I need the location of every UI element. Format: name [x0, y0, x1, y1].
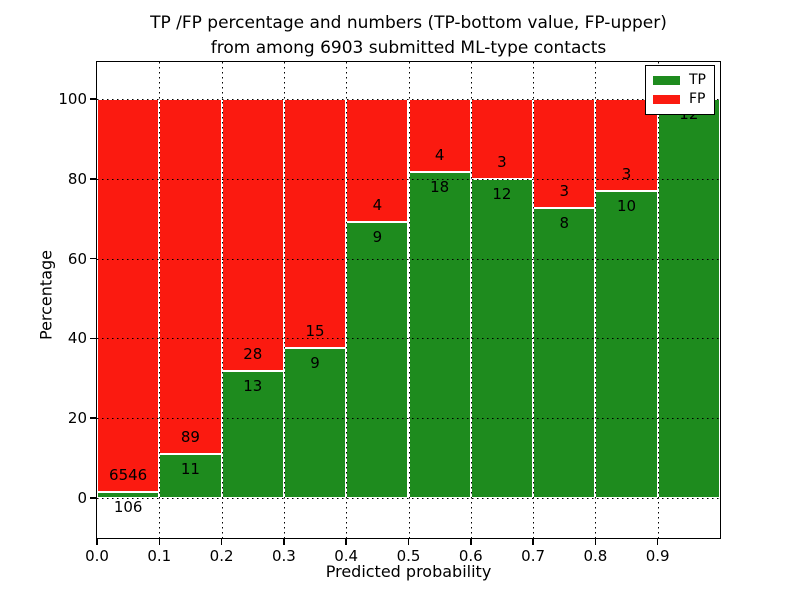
tp-count-label: 9 [372, 227, 383, 246]
legend-entry: FP [653, 90, 707, 109]
vertical-gridline [346, 62, 348, 538]
vertical-gridline [159, 62, 161, 538]
x-tick-mark [158, 539, 161, 545]
y-tick-label: 40 [67, 329, 87, 348]
bar-segment-fp [346, 99, 409, 222]
legend: TP FP [645, 65, 715, 115]
bar-segment-tp [221, 371, 284, 498]
y-tick-mark [90, 417, 96, 419]
y-tick-label: 20 [67, 409, 87, 428]
gridlines-layer [97, 62, 720, 538]
fp-count-label: 3 [621, 165, 632, 184]
chart-title: TP /FP percentage and numbers (TP-bottom… [97, 11, 720, 61]
x-tick-mark [594, 539, 597, 545]
x-tick-label: 0.7 [521, 547, 546, 565]
legend-swatch-fp [653, 95, 680, 104]
bar-segment-tp [97, 491, 160, 498]
vertical-gridline [657, 62, 659, 538]
fp-count-label: 4 [372, 195, 383, 214]
y-tick-mark [90, 337, 96, 340]
x-tick-mark [96, 539, 98, 545]
x-tick-label: 0.5 [396, 547, 421, 565]
y-tick-label: 0 [77, 489, 87, 507]
x-tick-label: 0.9 [645, 547, 670, 565]
y-tick-label: 60 [67, 249, 87, 268]
tp-count-label: 18 [430, 177, 450, 196]
tp-count-label: 106 [113, 497, 143, 516]
fp-count-label: 3 [497, 152, 507, 171]
fp-count-label: 4 [434, 145, 445, 164]
fp-count-label: 15 [305, 322, 325, 341]
y-tick-mark [90, 98, 96, 100]
legend-label-tp: TP [689, 72, 706, 88]
x-tick-mark [407, 539, 410, 545]
x-tick-mark [532, 539, 534, 545]
y-tick-mark [90, 497, 96, 499]
tp-count-label: 8 [559, 213, 570, 232]
y-tick-mark [90, 257, 96, 260]
bar-segment-fp [159, 99, 222, 455]
tp-count-label: 10 [616, 197, 637, 216]
fp-count-label: 3 [559, 181, 570, 200]
bar-segment-tp [159, 454, 222, 498]
fp-count-label: 89 [180, 428, 200, 447]
vertical-gridline [470, 62, 472, 538]
x-axis-label: Predicted probability [325, 562, 492, 581]
legend-label-fp: FP [689, 91, 706, 107]
tp-count-label: 12 [492, 184, 512, 203]
y-tick-label: 80 [67, 169, 87, 188]
vertical-gridline [533, 62, 535, 538]
x-tick-label: 0.2 [209, 547, 234, 565]
x-tick-label: 0.0 [85, 547, 109, 565]
tp-count-label: 11 [180, 460, 200, 479]
x-tick-label: 0.3 [271, 547, 296, 565]
bar-segment-tp [657, 99, 720, 498]
vertical-gridline [595, 62, 597, 538]
x-tick-label: 0.1 [147, 547, 172, 565]
vertical-gridline [283, 62, 285, 538]
chart-title-line2: from among 6903 submitted ML-type contac… [210, 38, 607, 58]
x-tick-mark [345, 539, 347, 545]
bars-layer [97, 62, 720, 538]
y-tick-label: 100 [58, 90, 87, 108]
bar-segment-tp [533, 207, 596, 498]
x-tick-label: 0.4 [334, 547, 359, 565]
bar-segment-tp [283, 348, 347, 498]
tp-count-label: 9 [310, 354, 320, 373]
x-tick-label: 0.6 [458, 547, 483, 565]
bar-segment-fp [97, 99, 160, 492]
x-tick-mark [283, 539, 285, 545]
bar-value-labels-layer: 654610689112813159494183123831012 [97, 62, 720, 538]
x-tick-mark [470, 539, 472, 545]
vertical-gridline [408, 62, 410, 538]
y-tick-mark [90, 178, 96, 180]
bar-segment-fp [408, 99, 471, 172]
vertical-gridline [221, 62, 223, 538]
legend-entry: TP [653, 71, 707, 90]
chart-title-line1: TP /FP percentage and numbers (TP-bottom… [150, 13, 667, 33]
x-tick-mark [656, 539, 659, 545]
legend-swatch-tp [653, 76, 680, 85]
tp-count-label: 13 [243, 377, 263, 396]
fp-count-label: 6546 [109, 465, 148, 484]
fp-count-label: 28 [243, 345, 263, 364]
x-tick-mark [220, 539, 223, 545]
x-tick-label: 0.8 [583, 547, 608, 565]
